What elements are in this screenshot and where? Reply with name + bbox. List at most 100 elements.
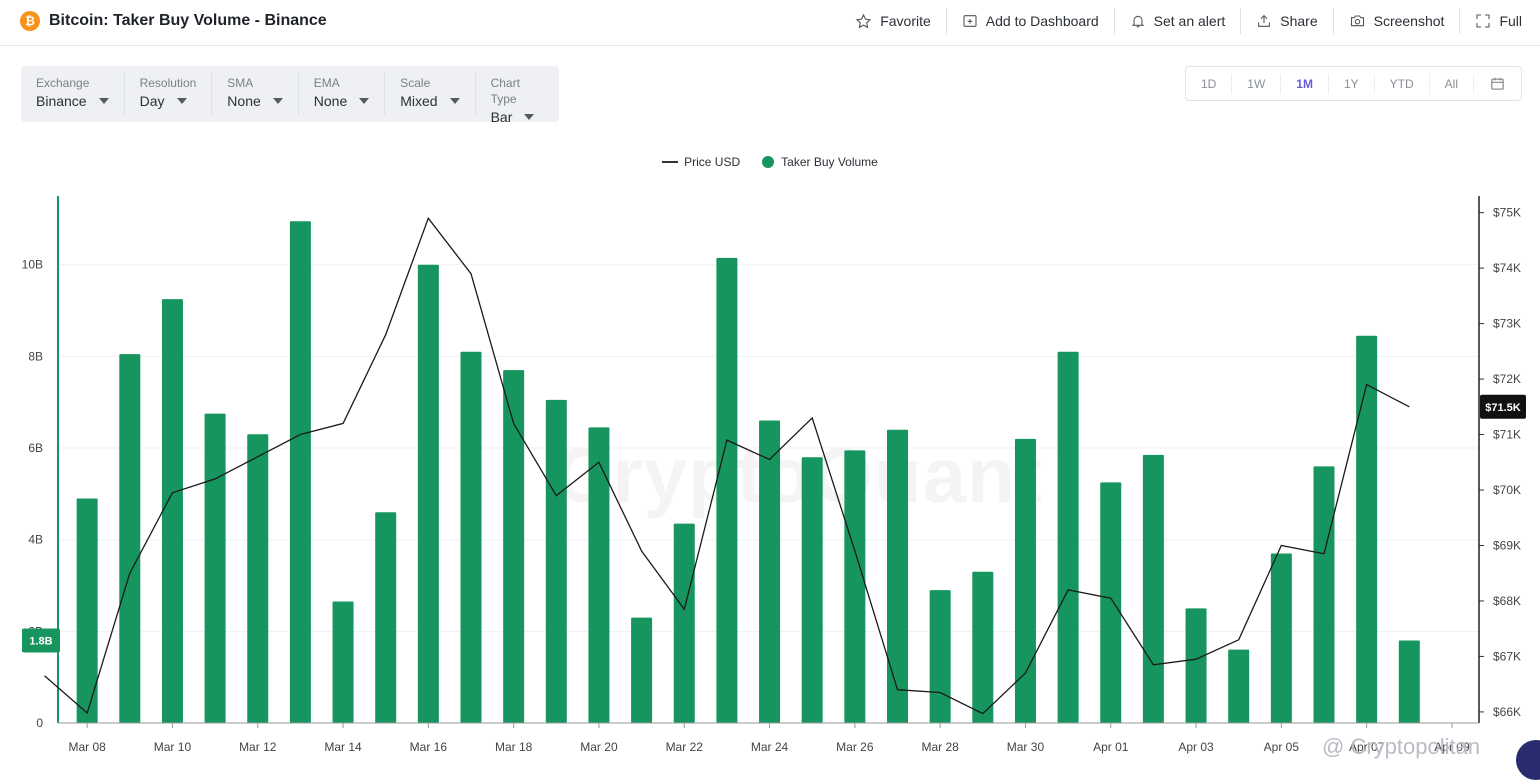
- cryptopolitan-watermark: @ Cryptopolitan: [1322, 734, 1480, 760]
- volume-bar: [375, 512, 397, 723]
- sma-select[interactable]: SMA None: [212, 73, 299, 115]
- x-axis-tick-label: Mar 16: [410, 740, 448, 754]
- header-actions: Favorite Add to Dashboard Set an alert S…: [840, 8, 1522, 34]
- x-axis-tick-label: Mar 14: [324, 740, 362, 754]
- bitcoin-icon: ₿: [20, 11, 40, 31]
- volume-bar: [161, 299, 183, 723]
- x-axis-tick-label: Mar 26: [836, 740, 874, 754]
- chart-plot: 02B4B6B8B10B$66K$67K$68K$69K$70K$71K$72K…: [22, 196, 1526, 754]
- volume-bar: [887, 429, 908, 723]
- add-to-dashboard-label: Add to Dashboard: [985, 13, 1099, 29]
- legend-volume[interactable]: Taker Buy Volume: [762, 155, 878, 169]
- current-price-badge-label: $71.5K: [1485, 402, 1521, 414]
- favorite-button[interactable]: Favorite: [840, 8, 946, 34]
- dot-swatch-icon: [762, 156, 775, 168]
- range-1d[interactable]: 1D: [1186, 73, 1233, 94]
- scale-select[interactable]: Scale Mixed: [385, 73, 476, 115]
- volume-bar: [1057, 351, 1079, 723]
- top-bar: ₿ Bitcoin: Taker Buy Volume - Binance Fa…: [0, 0, 1540, 46]
- right-axis-tick-label: $74K: [1493, 261, 1521, 275]
- x-axis-tick-label: Mar 30: [1007, 740, 1045, 754]
- legend-price-label: Price USD: [684, 155, 741, 169]
- x-axis-tick-label: Mar 18: [495, 740, 533, 754]
- right-axis-tick-label: $73K: [1493, 317, 1521, 331]
- chevron-down-icon: [176, 98, 187, 104]
- share-button[interactable]: Share: [1240, 8, 1332, 34]
- volume-bar: [1356, 335, 1378, 723]
- exchange-value: Binance: [36, 93, 87, 109]
- legend-price[interactable]: Price USD: [662, 155, 740, 169]
- range-1m[interactable]: 1M: [1281, 73, 1329, 94]
- volume-bar: [417, 264, 439, 723]
- add-to-dashboard-button[interactable]: Add to Dashboard: [945, 8, 1114, 34]
- ema-value: None: [313, 93, 348, 109]
- x-axis-tick-label: Mar 08: [68, 740, 106, 754]
- volume-bar: [1100, 482, 1122, 723]
- x-axis-tick-label: Apr 01: [1093, 740, 1129, 754]
- range-1y[interactable]: 1Y: [1329, 73, 1375, 94]
- volume-bar: [1313, 466, 1335, 723]
- volume-bar: [545, 399, 567, 723]
- x-axis-tick-label: Apr 05: [1264, 740, 1300, 754]
- resolution-value: Day: [139, 93, 165, 109]
- calendar-button[interactable]: [1474, 76, 1521, 91]
- right-axis-tick-label: $66K: [1493, 705, 1521, 719]
- volume-bar: [972, 571, 994, 723]
- volume-bar: [1142, 454, 1164, 723]
- left-axis-tick-label: 0: [36, 716, 43, 730]
- x-axis-tick-label: Apr 09: [1434, 740, 1470, 754]
- x-axis-tick-label: Mar 22: [666, 740, 704, 754]
- volume-bar: [716, 257, 738, 723]
- volume-bar: [204, 413, 226, 723]
- favorite-label: Favorite: [880, 13, 931, 29]
- volume-bar: [460, 351, 482, 723]
- ema-select[interactable]: EMA None: [299, 73, 386, 115]
- volume-bar: [844, 450, 866, 723]
- chart-type-select[interactable]: Chart Type Bar: [476, 73, 559, 125]
- volume-bar: [759, 420, 781, 723]
- scale-value: Mixed: [400, 93, 438, 109]
- volume-bar: [1228, 649, 1250, 723]
- volume-bar: [673, 523, 695, 723]
- star-icon: [855, 13, 872, 28]
- bell-icon: [1131, 15, 1144, 28]
- volume-bar: [289, 221, 311, 723]
- volume-bar: [1014, 438, 1036, 723]
- watermark-text: @ Cryptopolitan: [1322, 734, 1481, 759]
- dashboard-add-icon: [963, 15, 977, 27]
- chevron-down-icon: [449, 98, 460, 104]
- chevron-down-icon: [524, 114, 535, 120]
- share-label: Share: [1280, 13, 1318, 29]
- volume-bar: [929, 590, 951, 723]
- x-axis-tick-label: Mar 20: [580, 740, 618, 754]
- x-axis-tick-label: Mar 24: [751, 740, 789, 754]
- resolution-select[interactable]: Resolution Day: [125, 73, 213, 115]
- volume-bar: [503, 370, 525, 723]
- fullscreen-icon: [1476, 14, 1490, 28]
- cryptoquant-watermark: CryptoQuant: [555, 430, 1043, 521]
- x-axis-tick-label: Mar 10: [154, 740, 192, 754]
- left-axis-tick-label: 4B: [28, 533, 43, 547]
- chart-type-value: Bar: [490, 109, 513, 125]
- range-all[interactable]: All: [1430, 73, 1474, 94]
- volume-bar: [119, 354, 141, 723]
- volume-bar: [631, 617, 653, 723]
- time-range-selector: 1D 1W 1M 1Y YTD All: [1184, 66, 1522, 101]
- ema-label: EMA: [313, 76, 340, 90]
- chevron-down-icon: [359, 98, 370, 104]
- current-price-badge: [1480, 394, 1526, 419]
- x-axis-tick-label: Apr 03: [1178, 740, 1214, 754]
- fullscreen-button[interactable]: Full: [1459, 8, 1522, 34]
- set-alert-button[interactable]: Set an alert: [1113, 8, 1241, 34]
- screenshot-button[interactable]: Screenshot: [1332, 8, 1460, 34]
- x-axis-tick-label: Mar 28: [921, 740, 959, 754]
- current-volume-badge-label: 1.8B: [29, 636, 52, 648]
- right-axis-tick-label: $70K: [1493, 483, 1521, 497]
- chart-legend: Price USD Taker Buy Volume: [0, 155, 1540, 169]
- exchange-select[interactable]: Exchange Binance: [21, 73, 125, 115]
- chevron-down-icon: [272, 98, 283, 104]
- calendar-icon: [1491, 77, 1504, 90]
- range-ytd[interactable]: YTD: [1375, 73, 1430, 94]
- range-1w[interactable]: 1W: [1232, 73, 1282, 94]
- exchange-label: Exchange: [36, 76, 90, 90]
